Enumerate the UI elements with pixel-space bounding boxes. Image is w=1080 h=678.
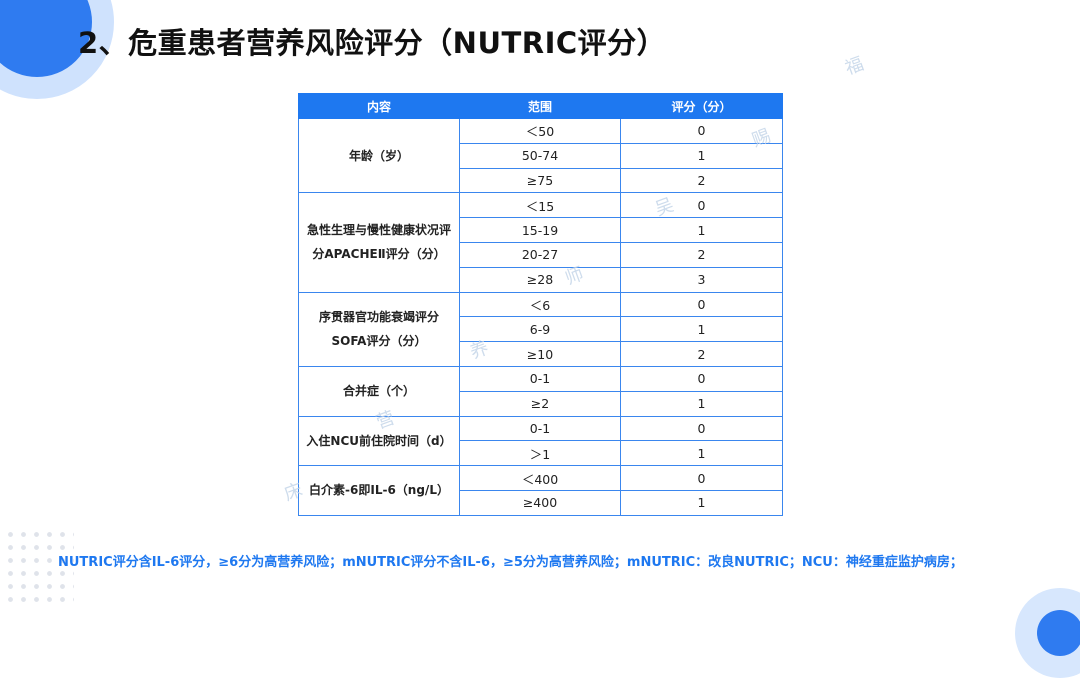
range-cell: ＜400 — [459, 465, 621, 491]
table-row: ≥10 2 — [299, 341, 783, 367]
range-cell: ≥75 — [459, 167, 621, 194]
item-label-line: 白介素-6即IL-6（ng/L） — [309, 483, 449, 498]
item-label-line: 年龄（岁） — [348, 148, 409, 163]
range-cell: ≥2 — [459, 390, 621, 417]
table-row: ＞1 1 — [299, 440, 783, 467]
table-header-row: 内容 范围 评分（分） — [298, 93, 783, 119]
score-cell: 1 — [620, 316, 783, 343]
item-cell: 序贯器官功能衰竭评分 SOFA评分（分） — [298, 291, 460, 367]
item-cell: 急性生理与慢性健康状况评 分APACHEⅡ评分（分） — [298, 192, 460, 293]
score-cell: 0 — [620, 365, 783, 392]
item-cell: 白介素-6即IL-6（ng/L） — [298, 465, 460, 516]
score-cell: 0 — [620, 192, 783, 219]
table-row: ≥2 1 — [299, 390, 783, 417]
table-row: 50-74 1 — [299, 142, 783, 169]
table-row: 合并症（个） 0-1 0 — [298, 365, 783, 417]
table-row: ≥400 1 — [299, 489, 783, 516]
score-cell: 2 — [620, 241, 783, 268]
score-cell: 1 — [620, 440, 783, 467]
item-label-line: 分APACHEⅡ评分（分） — [312, 247, 446, 262]
range-cell: ＜15 — [459, 192, 621, 219]
score-cell: 0 — [620, 465, 783, 491]
range-cell: ＞1 — [459, 440, 621, 467]
table-row: ≥75 2 — [299, 167, 783, 194]
score-cell: 0 — [620, 415, 783, 442]
item-label-line: SOFA评分（分） — [331, 334, 427, 349]
range-cell: ≥28 — [459, 266, 621, 293]
table-row: 年龄（岁） ＜50 0 — [298, 117, 783, 194]
score-cell: 3 — [620, 266, 783, 293]
item-cell: 年龄（岁） — [298, 117, 460, 194]
score-cell: 2 — [620, 341, 783, 367]
table-row: 15-19 1 — [299, 217, 783, 243]
score-cell: 2 — [620, 167, 783, 194]
item-cell: 入住NCU前住院时间（d） — [298, 415, 460, 467]
range-cell: ≥10 — [459, 341, 621, 367]
range-cell: 0-1 — [459, 415, 621, 442]
item-label-line: 急性生理与慢性健康状况评 — [306, 223, 451, 238]
range-cell: 15-19 — [459, 217, 621, 243]
range-cell: ＜6 — [459, 291, 621, 318]
column-header: 内容 — [298, 93, 460, 119]
table-row: ≥28 3 — [299, 266, 783, 293]
dot-grid-decoration — [4, 528, 74, 608]
range-cell: ≥400 — [459, 489, 621, 516]
column-header: 范围 — [459, 93, 621, 119]
range-cell: ＜50 — [459, 118, 621, 144]
score-cell: 1 — [620, 142, 783, 169]
item-cell: 合并症（个） — [298, 365, 460, 417]
range-cell: 50-74 — [459, 142, 621, 169]
page-title: 2、危重患者营养风险评分（NUTRIC评分） — [78, 26, 667, 60]
range-cell: 0-1 — [459, 365, 621, 392]
table-row: 白介素-6即IL-6（ng/L） ＜400 0 — [298, 465, 783, 516]
item-label-line: 入住NCU前住院时间（d） — [306, 433, 452, 448]
score-cell: 1 — [620, 217, 783, 243]
footnote: NUTRIC评分含IL-6评分，≥6分为高营养风险；mNUTRIC评分不含IL-… — [58, 555, 963, 570]
nutric-score-table: 内容 范围 评分（分） 年龄（岁） ＜50 0 50-74 1 ≥75 2 急性生理与慢性健康… — [298, 93, 783, 516]
column-header: 评分（分） — [620, 93, 783, 119]
score-cell: 1 — [620, 390, 783, 417]
range-cell: 20-27 — [459, 241, 621, 268]
watermark-char: 福 — [842, 53, 867, 80]
item-label-line: 合并症（个） — [342, 384, 415, 399]
item-label-line: 序贯器官功能衰竭评分 — [318, 310, 439, 325]
score-cell: 1 — [620, 489, 783, 516]
corner-circle-decoration — [1015, 588, 1080, 678]
score-cell: 0 — [620, 291, 783, 318]
table-row: 急性生理与慢性健康状况评 分APACHEⅡ评分（分） ＜15 0 — [298, 192, 783, 293]
table-row: 序贯器官功能衰竭评分 SOFA评分（分） ＜6 0 — [298, 291, 783, 367]
table-row: 入住NCU前住院时间（d） 0-1 0 — [298, 415, 783, 467]
